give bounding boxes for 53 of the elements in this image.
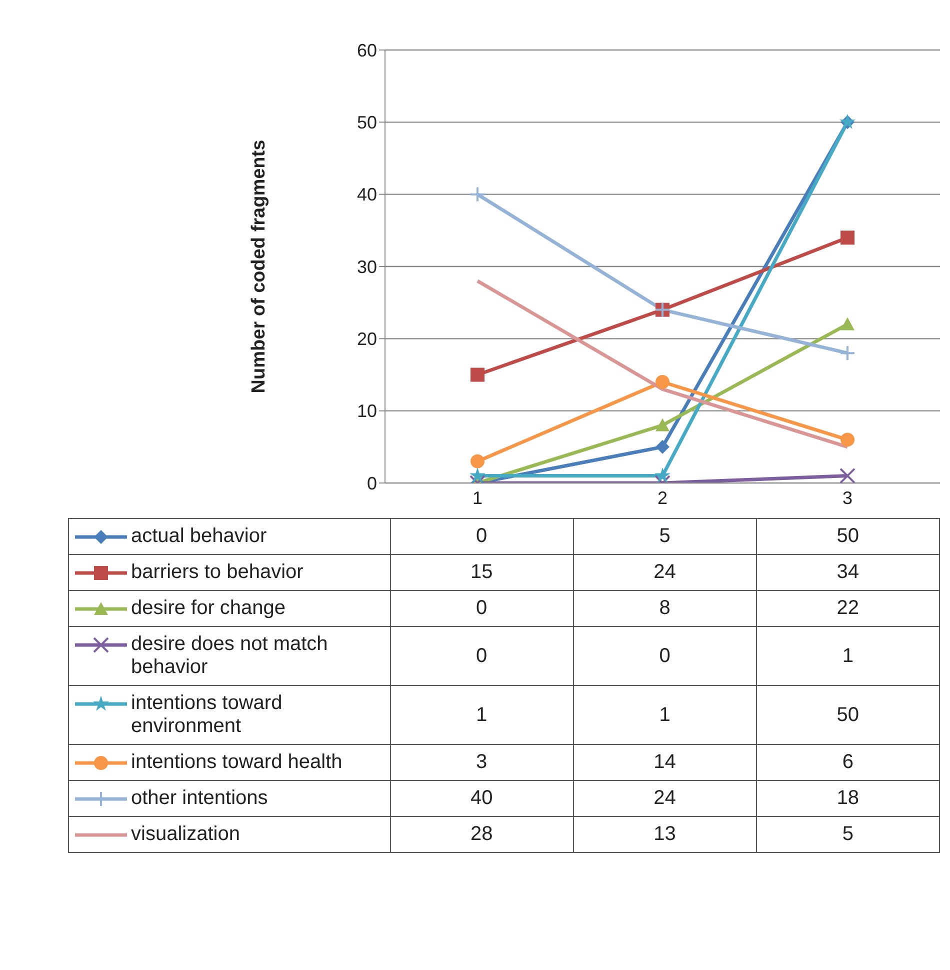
y-tick-label: 30: [356, 256, 377, 277]
data-label: 3: [390, 744, 574, 780]
data-label: 28: [390, 816, 574, 852]
data-label: 8: [573, 590, 756, 626]
data-label: 18: [756, 780, 940, 816]
data-label: 22: [756, 590, 940, 626]
y-tick-label: 50: [356, 112, 377, 133]
data-label: 50: [756, 686, 940, 744]
x-tick-label: 2: [657, 488, 668, 508]
y-tick-label: 20: [356, 329, 377, 350]
y-tick-label: 40: [356, 184, 377, 205]
data-label: 14: [573, 744, 756, 780]
point: [656, 440, 670, 454]
data-label: 0: [390, 518, 574, 554]
legend-label: actual behavior: [131, 525, 267, 548]
data-label: 5: [756, 816, 940, 852]
legend-label: desire for change: [131, 597, 286, 620]
data-label: 13: [573, 816, 756, 852]
data-label: 1: [756, 626, 940, 686]
data-label: 6: [756, 744, 940, 780]
legend-label: visualization: [131, 823, 240, 846]
legend-label: other intentions: [131, 787, 268, 810]
y-axis-title: Number of coded fragments: [248, 140, 270, 394]
point: [470, 368, 484, 382]
data-label: 34: [756, 554, 940, 590]
legend-label: intentions toward health: [131, 751, 342, 774]
x-tick-label: 1: [472, 488, 483, 508]
point: [840, 345, 856, 362]
data-label: 5: [573, 518, 756, 554]
data-label: 24: [573, 780, 756, 816]
data-label: 1: [573, 686, 756, 744]
y-tick-label: 0: [366, 473, 377, 494]
data-label: 24: [573, 554, 756, 590]
point: [470, 186, 486, 202]
legend-label: desire does not match behavior: [131, 633, 329, 679]
point: [840, 468, 856, 483]
point: [840, 230, 854, 245]
point: [470, 467, 486, 483]
legend-label: intentions toward environment: [131, 692, 284, 738]
data-label: 1: [390, 686, 574, 744]
data-label: 15: [390, 554, 574, 590]
point: [470, 454, 484, 468]
y-tick-label: 10: [356, 401, 377, 422]
y-tick-label: 60: [356, 40, 377, 60]
data-label: 0: [390, 590, 574, 626]
point: [656, 374, 670, 389]
data-label: 40: [390, 780, 574, 816]
legend-label: barriers to behavior: [131, 561, 304, 584]
x-tick-label: 3: [842, 488, 853, 508]
data-label: 0: [573, 626, 756, 686]
data-label: 50: [756, 518, 940, 554]
point: [840, 432, 854, 447]
point: [654, 467, 670, 483]
